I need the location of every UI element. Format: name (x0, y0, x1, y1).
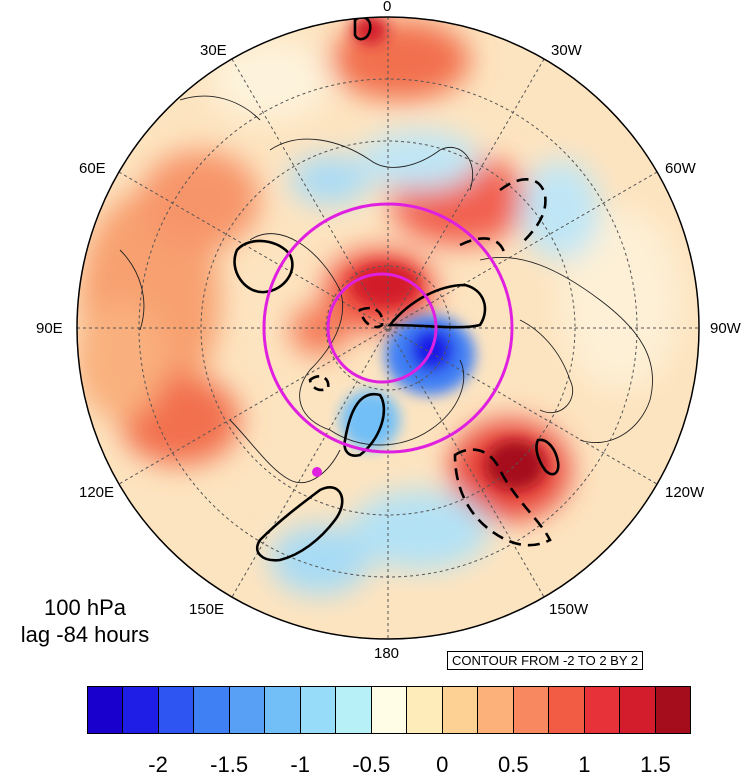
colorbar-tick-label: 0.5 (498, 752, 529, 777)
colorbar-swatch-15 (620, 687, 656, 733)
colorbar-swatch-0 (88, 687, 124, 733)
colorbar-tick-label: 0 (436, 752, 449, 777)
lon-label-30e: 30E (200, 42, 227, 59)
map-border (76, 16, 700, 640)
colorbar-swatch-9 (407, 687, 443, 733)
shaded-field (77, 17, 699, 639)
colorbar-tick-label: -0.5 (352, 752, 391, 777)
lon-label-180: 180 (374, 645, 400, 662)
colorbar-swatch-14 (584, 687, 621, 733)
lon-label-150e: 150E (189, 601, 225, 618)
colorbar-tick-label: -1.5 (210, 752, 249, 777)
colorbar-swatch-10 (442, 687, 479, 733)
lon-label-30w: 30W (551, 42, 582, 59)
colorbar-swatch-1 (123, 687, 159, 733)
colorbar-swatch-6 (300, 687, 337, 733)
colorbar-swatch-7 (336, 687, 372, 733)
colorbar-swatch-12 (513, 687, 550, 733)
colorbar-swatch-4 (229, 687, 266, 733)
lag-label: lag -84 hours (20, 622, 150, 647)
colorbar-swatch-13 (549, 687, 585, 733)
colorbar-tick-label: 1 (578, 752, 591, 777)
contour-info: CONTOUR FROM -2 TO 2 BY 2 (447, 651, 644, 670)
colorbar-swatch-3 (194, 687, 230, 733)
lon-label-0: 0 (383, 0, 392, 15)
colorbar-swatch-2 (158, 687, 195, 733)
marker-dot (312, 467, 322, 477)
colorbar-swatch-5 (265, 687, 301, 733)
lon-label-60w: 60W (665, 160, 696, 177)
colorbar (87, 686, 691, 734)
colorbar-tick-label: -1 (290, 752, 310, 777)
lon-label-90e: 90E (36, 320, 63, 337)
colorbar-swatch-8 (371, 687, 408, 733)
plot-title: 100 hPa lag -84 hours (0, 594, 170, 648)
lon-label-60e: 60E (79, 160, 106, 177)
contours (233, 17, 560, 562)
pressure-level: 100 hPa (44, 595, 126, 620)
lon-label-90w: 90W (710, 320, 741, 337)
colorbar-swatch-11 (478, 687, 514, 733)
coastlines (119, 95, 653, 484)
lon-label-120e: 120E (79, 484, 115, 501)
colorbar-swatch-16 (655, 687, 690, 733)
colorbar-tick-label: 1.5 (640, 752, 671, 777)
lon-label-150w: 150W (549, 601, 589, 618)
colorbar-tick-label: -2 (148, 752, 168, 777)
lon-label-120w: 120W (665, 484, 705, 501)
overlay-circles (262, 202, 514, 454)
